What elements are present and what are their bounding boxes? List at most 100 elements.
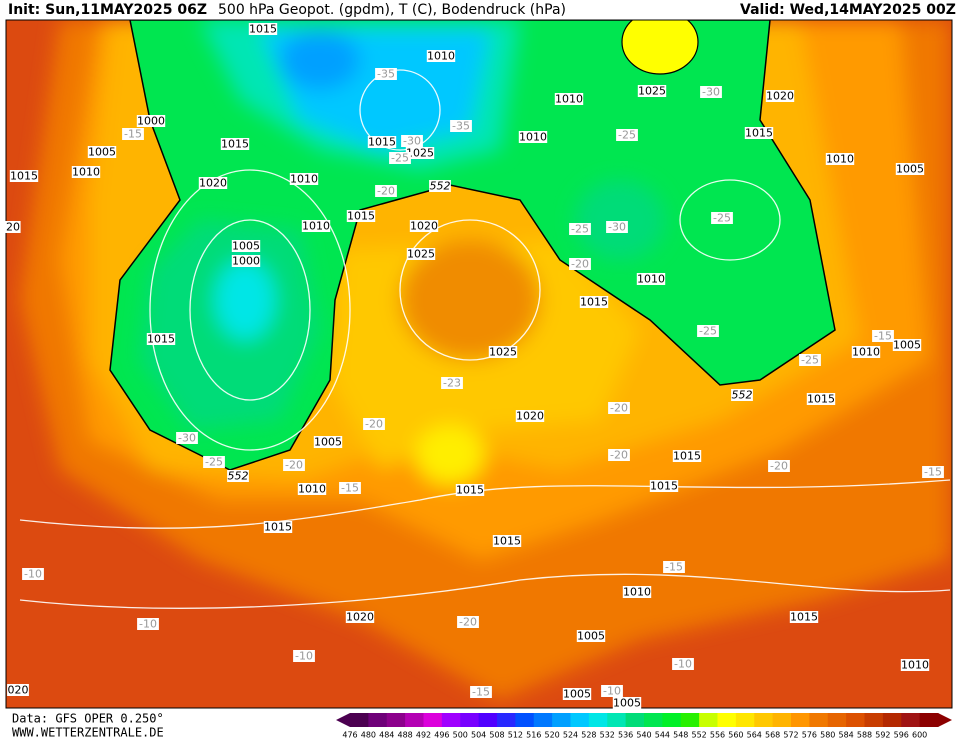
colorbar-label: 588 (857, 731, 872, 740)
temperature-label: -15 (924, 466, 942, 479)
label-box (455, 484, 485, 496)
colorbar-label: 520 (544, 731, 559, 740)
init-time: Init: Sun,11MAY2025 06Z (8, 2, 207, 18)
colorbar-label: 576 (802, 731, 817, 740)
label-box (136, 115, 166, 127)
label-box (198, 177, 228, 189)
pressure-label: 1010 (623, 586, 651, 599)
label-box (289, 173, 319, 185)
colorbar-swatch (809, 713, 829, 727)
label-box (293, 650, 315, 662)
pressure-label: 1020 (516, 410, 544, 423)
colorbar-swatch (552, 713, 571, 727)
temperature-label: -20 (571, 258, 589, 271)
temperature-label: -20 (365, 418, 383, 431)
pressure-label: 1025 (406, 147, 434, 160)
label-box (576, 630, 606, 642)
temperature-label: -10 (24, 568, 42, 581)
colorbar-label: 476 (342, 731, 357, 740)
colorbar-swatch (662, 713, 682, 727)
label-box (409, 220, 439, 232)
pressure-label: 1005 (577, 630, 605, 643)
temperature-label: -35 (452, 120, 470, 133)
colorbar-swatch (533, 713, 553, 727)
label-box (227, 470, 249, 482)
label-box (851, 346, 881, 358)
colorbar-swatch (515, 713, 535, 727)
label-box (700, 86, 722, 98)
label-box (146, 333, 176, 345)
label-box (789, 611, 819, 623)
pressure-label: 1020 (410, 220, 438, 233)
label-box (569, 223, 591, 235)
pressure-label: 1010 (302, 220, 330, 233)
label-box (825, 153, 855, 165)
temperature-label: -25 (571, 223, 589, 236)
pressure-label: 1015 (10, 170, 38, 183)
temperature-label: -15 (874, 330, 892, 343)
colorbar-label: 572 (783, 731, 798, 740)
label-box (616, 129, 638, 141)
label-box (231, 255, 261, 267)
label-box (515, 410, 545, 422)
colorbar-swatch (882, 713, 902, 727)
colorbar-label: 540 (636, 731, 651, 740)
temperature-label: -23 (443, 377, 461, 390)
colorbar-swatch (735, 713, 755, 727)
temperature-label: -15 (341, 482, 359, 495)
colorbar-swatch (919, 713, 939, 727)
label-box (606, 221, 628, 233)
temperature-label: -10 (295, 650, 313, 663)
colorbar-label: 500 (453, 731, 468, 740)
valid-time: Valid: Wed,14MAY2025 00Z (740, 2, 956, 18)
pressure-label: 1015 (580, 296, 608, 309)
pressure-label: 1015 (456, 484, 484, 497)
pressure-label: 1025 (638, 85, 666, 98)
label-box (569, 258, 591, 270)
colorbar-label: 504 (471, 731, 486, 740)
colorbar-swatch (368, 713, 388, 727)
label-box (457, 616, 479, 628)
map-title: 500 hPa Geopot. (gpdm), T (C), Bodendruc… (218, 2, 566, 18)
map-field (6, 20, 952, 708)
label-box (9, 170, 39, 182)
colorbar-label: 516 (526, 731, 541, 740)
colorbar-label: 508 (489, 731, 504, 740)
pressure-label: 1015 (790, 611, 818, 624)
colorbar-swatch (644, 713, 663, 727)
pressure-label: 1010 (290, 173, 318, 186)
colorbar-label: 544 (655, 731, 670, 740)
pressure-label: 1020 (199, 177, 227, 190)
label-box (554, 93, 584, 105)
pressure-label: 1010 (72, 166, 100, 179)
temperature-label: -10 (674, 658, 692, 671)
pressure-label: 1005 (893, 339, 921, 352)
label-box (892, 339, 922, 351)
colorbar-arrow-left (336, 713, 350, 727)
colorbar-swatch (846, 713, 865, 727)
pressure-label: 552 (732, 389, 753, 402)
label-box (7, 684, 29, 696)
pressure-label: 1010 (298, 483, 326, 496)
colorbar-swatch (350, 713, 369, 727)
colorbar-swatch (588, 713, 608, 727)
pressure-label: 1010 (901, 659, 929, 672)
pressure-label: 1015 (673, 450, 701, 463)
label-box (426, 50, 456, 62)
pressure-label: 1010 (519, 131, 547, 144)
colorbar-label: 580 (820, 731, 835, 740)
label-box (579, 296, 609, 308)
colorbar-swatch (460, 713, 480, 727)
label-box (488, 346, 518, 358)
colorbar-label: 536 (618, 731, 633, 740)
colorbar-swatch (607, 713, 627, 727)
label-box (744, 127, 774, 139)
label-box (601, 685, 623, 697)
label-box (872, 330, 894, 342)
label-box (87, 146, 117, 158)
label-box (137, 618, 159, 630)
pressure-label: 1015 (650, 480, 678, 493)
label-box (248, 23, 278, 35)
